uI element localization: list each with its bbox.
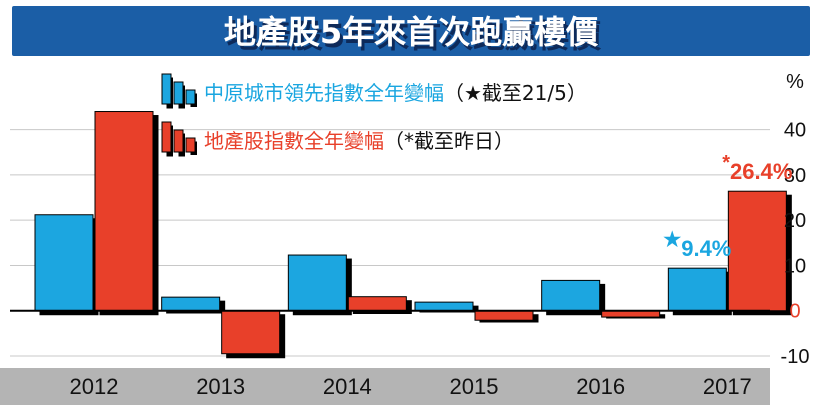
bar-2017-series-2 [727,190,787,312]
legend-icon-bar [161,121,172,153]
bar-2013-series-1 [161,296,221,312]
category-label-2014: 2014 [323,374,372,399]
legend-icon-bar [185,89,196,105]
data-label-2017-series-1: ★9.4% [663,229,731,261]
bar-2013-series-2 [221,310,281,355]
legend-icon-bar [161,73,172,105]
legend-icon-series-1 [161,73,196,105]
y-tick-label: 0 [789,301,800,323]
bar-2015-series-2 [474,310,534,321]
bar-2016-series-1 [541,279,601,312]
legend-icon-bar [185,137,196,153]
data-label-value: 26.4% [730,159,792,184]
legend-series-2-note: （*截至昨日） [384,129,514,153]
legend-icon-bar [173,81,184,105]
bars [34,111,787,355]
category-label-2013: 2013 [196,374,245,399]
category-axis-band [0,368,770,405]
y-tick-label: 30 [784,165,806,187]
bar-2015-series-1 [414,301,474,312]
data-label-2017-series-2: *26.4% [722,152,792,184]
data-label-marker: ★ [663,229,681,251]
category-label-2012: 2012 [70,374,119,399]
legend-label-series-2: 地產股指數全年變幅（*截至昨日） [204,129,514,153]
data-label-value: 9.4% [681,236,731,261]
bar-2012-series-2 [94,111,154,312]
category-label-2016: 2016 [576,374,625,399]
bar-2012-series-1 [34,214,94,312]
category-label-2017: 2017 [703,374,752,399]
title-banner [12,6,810,56]
legend-icon-bar [173,129,184,153]
legend-series-1-note: （★截至21/5） [444,81,587,105]
chart-title: 地產股5年來首次跑贏樓價 [224,13,599,51]
y-tick-label: -10 [781,346,810,368]
bar-2014-series-1 [287,254,347,312]
legend-series-1-name: 中原城市領先指數全年變幅 [204,81,444,105]
y-tick-label: 20 [784,210,806,232]
category-label-2015: 2015 [450,374,499,399]
bar-2014-series-2 [347,296,407,312]
y-axis-ticks: -10 0 10 20 30 40 [781,120,810,368]
y-tick-label: 10 [784,255,806,277]
gridlines [10,129,770,357]
category-labels: 2012 2013 2014 2015 2016 2017 [70,374,752,399]
legend: 中原城市領先指數全年變幅（★截至21/5） 地產股指數全年變幅（*截至昨日） [161,73,587,153]
legend-series-2-name: 地產股指數全年變幅 [204,129,384,153]
bar-2017-series-1 [667,267,727,312]
data-label-marker: * [722,152,730,174]
legend-label-series-1: 中原城市領先指數全年變幅（★截至21/5） [204,81,587,105]
y-tick-label: 40 [784,120,806,142]
annotations: ★9.4% *26.4% [663,152,792,261]
legend-icon-series-2 [161,121,196,153]
y-axis-unit: % [786,71,804,93]
